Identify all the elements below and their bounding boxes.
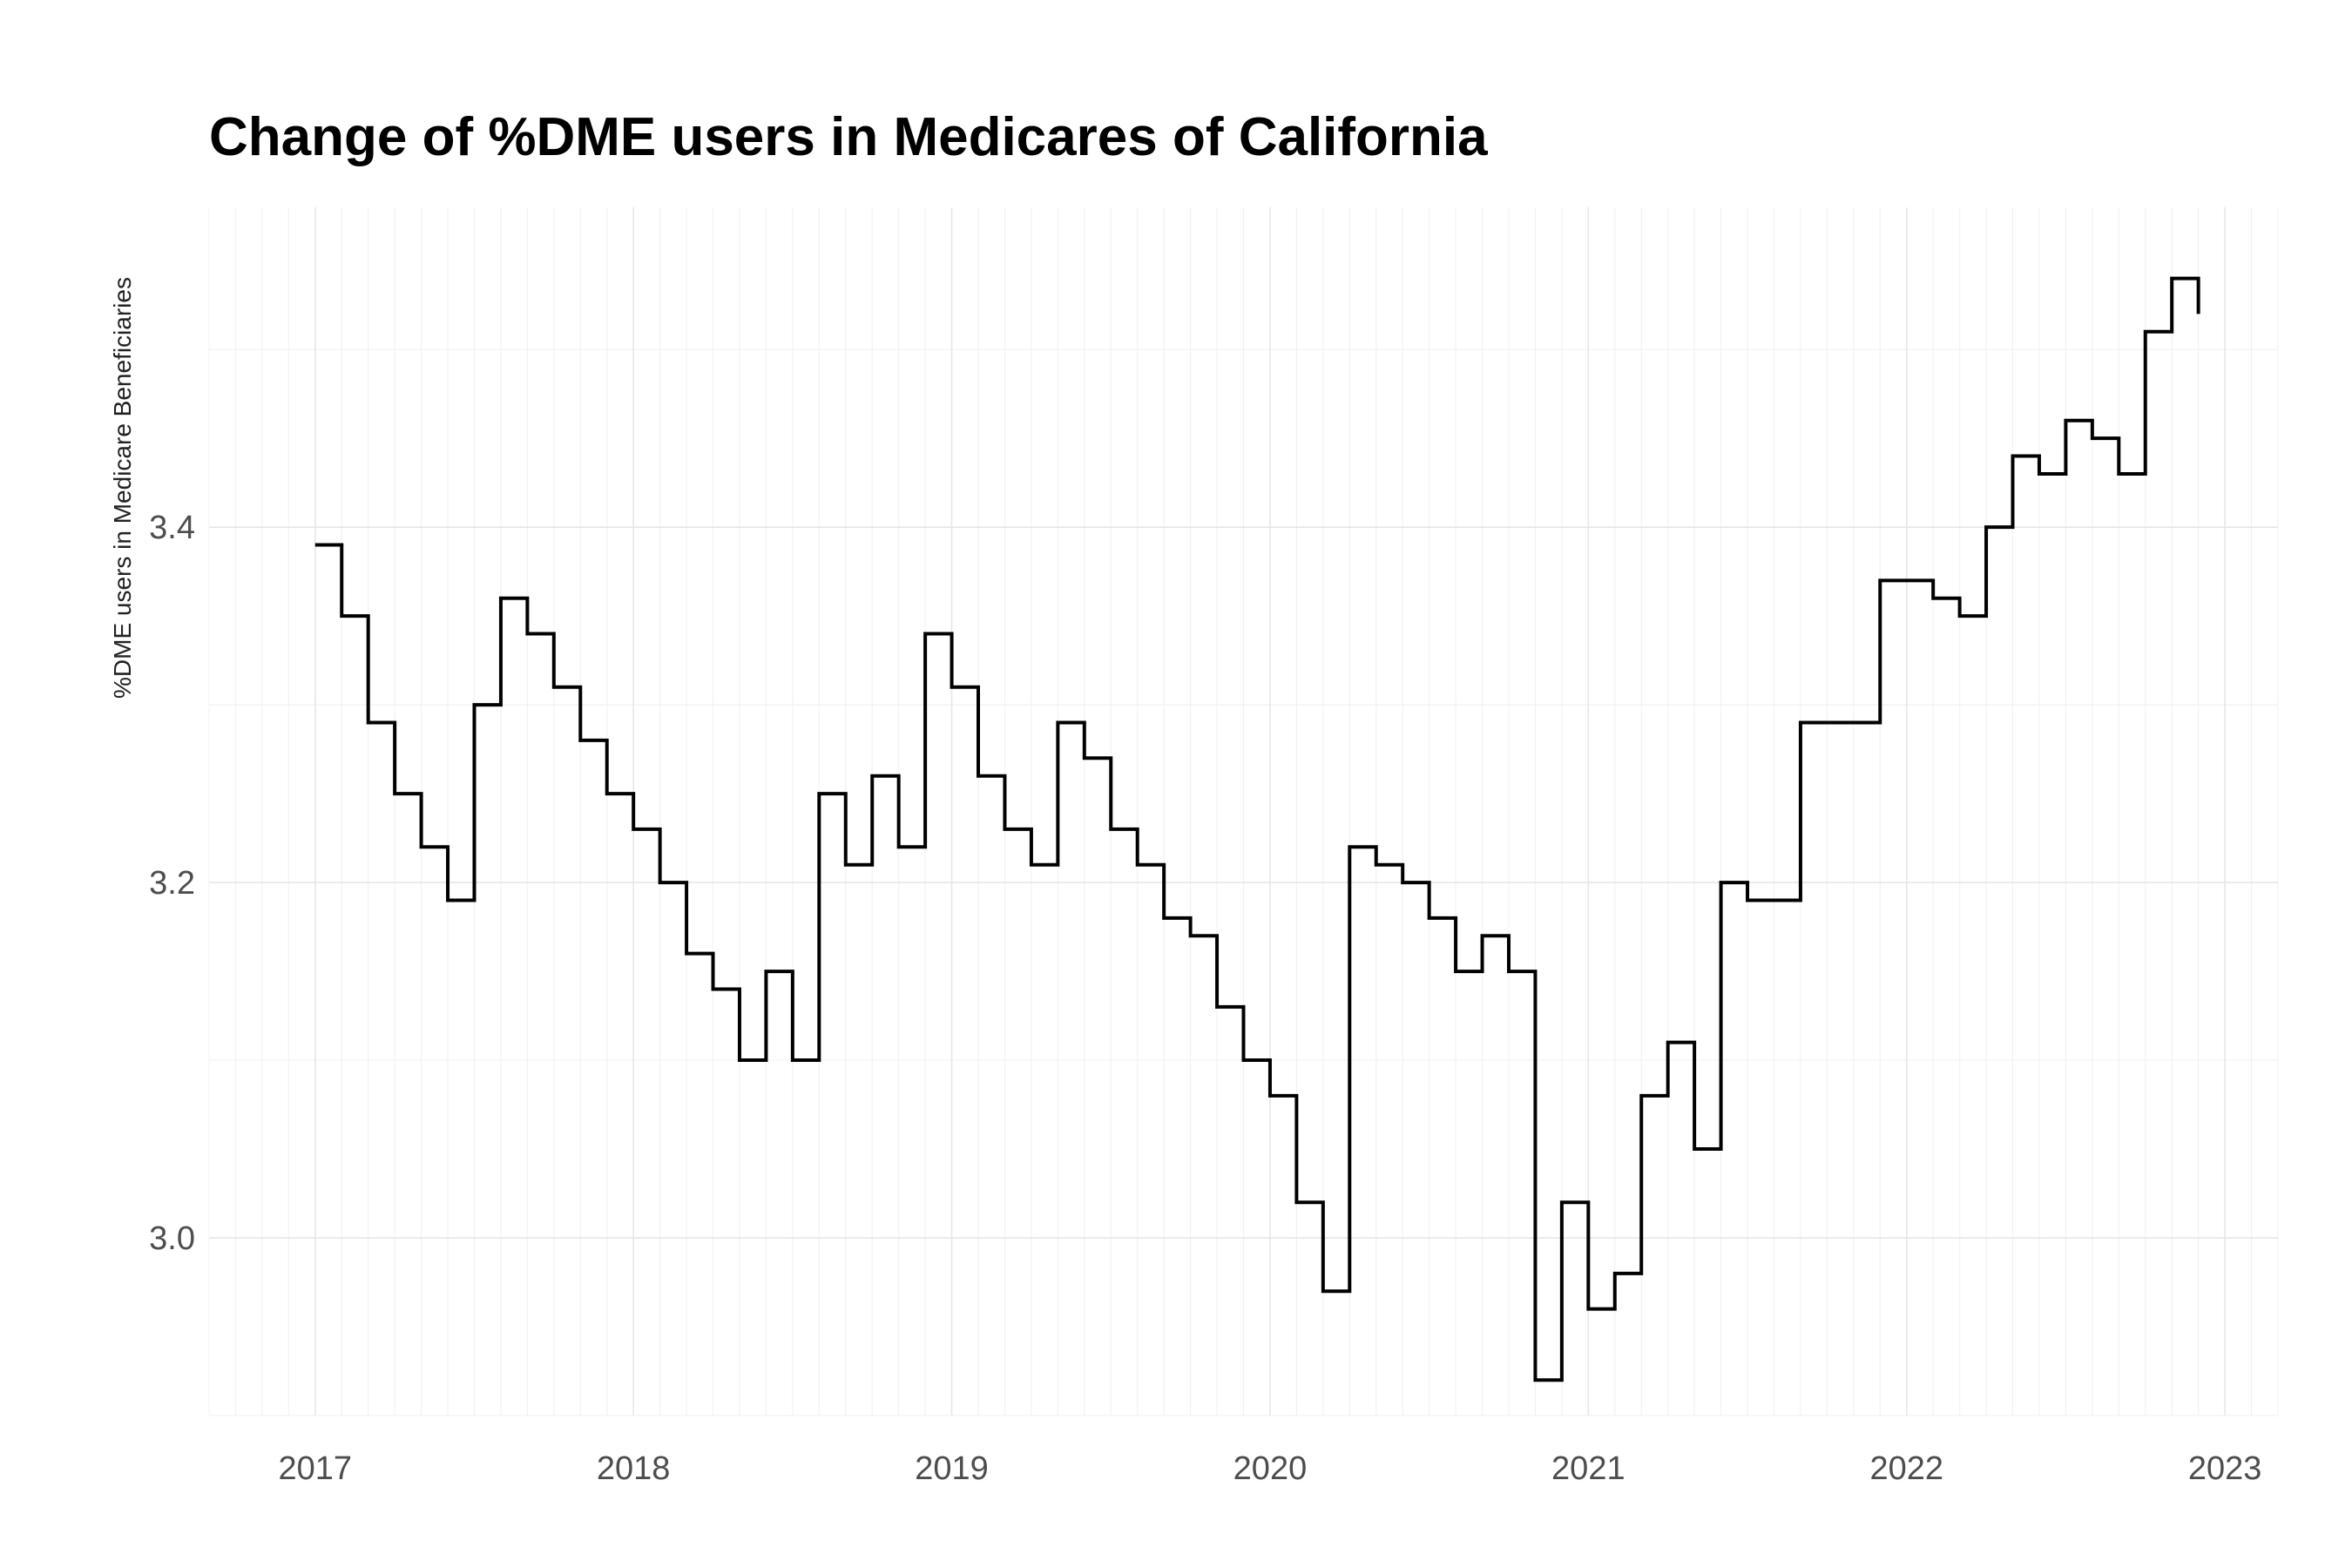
y-axis-ticks: 3.0 3.2 3.4 <box>149 510 195 1257</box>
y-tick-label: 3.0 <box>149 1220 195 1257</box>
x-tick-label: 2020 <box>1233 1450 1308 1487</box>
x-axis-ticks: 2017 2018 2019 2020 2021 2022 2023 <box>279 1450 2262 1487</box>
plot-panel <box>208 207 2279 1416</box>
major-gridlines <box>209 207 2278 1416</box>
x-tick-label: 2019 <box>915 1450 989 1487</box>
x-tick-label: 2021 <box>1551 1450 1625 1487</box>
x-tick-label: 2017 <box>279 1450 353 1487</box>
y-tick-label: 3.4 <box>149 510 195 546</box>
chart-title: Change of %DME users in Medicares of Cal… <box>209 107 1488 167</box>
x-tick-label: 2023 <box>2188 1450 2262 1487</box>
series-line-0 <box>314 276 2200 1382</box>
minor-gridlines <box>208 207 2279 1416</box>
x-tick-label: 2018 <box>597 1450 671 1487</box>
x-tick-label: 2022 <box>1869 1450 1943 1487</box>
series-layer <box>314 276 2200 1382</box>
y-axis-label: %DME users in Medicare Beneficiaries <box>109 277 136 699</box>
y-tick-label: 3.2 <box>149 865 195 902</box>
